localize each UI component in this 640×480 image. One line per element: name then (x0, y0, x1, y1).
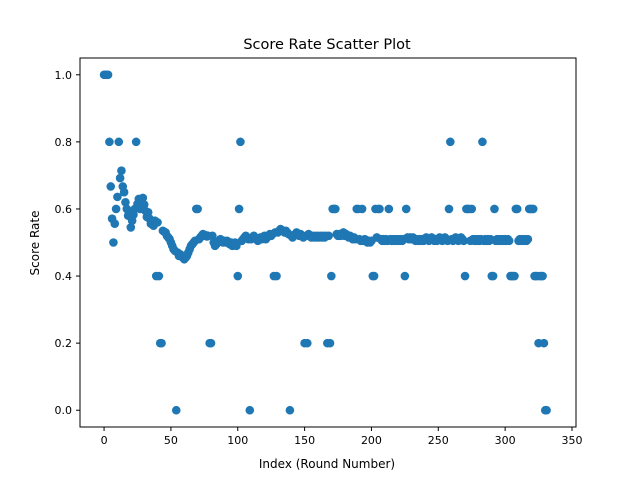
data-point (154, 271, 164, 281)
data-point (139, 200, 149, 209)
data-point (138, 193, 148, 203)
data-point (384, 204, 394, 214)
data-point (327, 271, 336, 281)
x-axis-label: Index (Round Number) (259, 457, 395, 471)
y-tick-label: 0.0 (55, 404, 73, 417)
x-tick-label: 300 (495, 434, 516, 447)
y-tick-label: 0.4 (55, 270, 73, 283)
x-tick-label: 150 (294, 434, 315, 447)
data-point (193, 204, 202, 214)
data-point (325, 338, 335, 348)
data-point (103, 70, 113, 80)
data-point (232, 241, 241, 251)
data-point (236, 137, 245, 147)
data-point (208, 231, 217, 241)
data-point (105, 137, 114, 147)
data-point (153, 218, 162, 227)
data-point (331, 204, 340, 214)
data-point (206, 338, 216, 348)
data-point (117, 166, 126, 176)
x-tick-label: 100 (227, 434, 248, 447)
x-tick-label: 200 (361, 434, 382, 447)
data-point (539, 338, 549, 348)
data-point (114, 137, 124, 147)
data-point (285, 405, 295, 415)
data-point (106, 182, 116, 191)
y-tick-label: 0.6 (55, 203, 73, 216)
data-point (401, 204, 411, 214)
data-point (369, 271, 379, 281)
data-point (490, 204, 499, 214)
data-point (119, 187, 129, 197)
axes-frame (79, 57, 577, 428)
data-point (538, 271, 547, 281)
data-point (444, 204, 454, 214)
data-point (109, 238, 118, 247)
data-point (245, 405, 255, 415)
data-point (460, 271, 470, 281)
data-point (542, 405, 551, 415)
data-point (121, 197, 130, 207)
data-point (357, 204, 367, 214)
data-point (512, 204, 522, 214)
data-point (467, 204, 477, 214)
data-point (478, 137, 487, 147)
data-point (302, 338, 312, 348)
data-point (113, 192, 122, 202)
data-point (324, 231, 333, 241)
y-tick-label: 1.0 (55, 69, 73, 82)
data-point (523, 234, 533, 244)
data-point (157, 338, 166, 348)
y-tick-label: 0.8 (55, 136, 73, 149)
data-point (111, 204, 121, 214)
data-point (233, 271, 243, 281)
data-point (510, 271, 519, 281)
y-tick-label: 0.2 (55, 337, 73, 350)
data-point (171, 405, 181, 415)
x-tick-label: 250 (428, 434, 449, 447)
x-ticks: 0 50 100 150 200 250 300 350 (101, 427, 582, 447)
data-point (459, 236, 469, 246)
data-point (488, 271, 498, 281)
x-tick-label: 50 (164, 434, 178, 447)
data-point (504, 236, 514, 246)
data-point (528, 204, 538, 214)
y-ticks: 0.0 0.2 0.4 0.6 0.8 1.0 (55, 69, 80, 417)
y-axis-label: Score Rate (28, 211, 42, 276)
data-point (131, 137, 141, 147)
data-point (272, 271, 281, 281)
data-point (400, 271, 410, 281)
chart-title: Score Rate Scatter Plot (243, 37, 411, 53)
data-point (375, 204, 384, 214)
data-point (115, 173, 125, 183)
data-point (446, 137, 455, 147)
points-layer (99, 70, 551, 415)
data-point (234, 204, 244, 214)
data-point (110, 219, 120, 229)
data-point (126, 223, 136, 232)
x-tick-label: 350 (561, 434, 582, 447)
x-tick-label: 0 (101, 434, 108, 447)
